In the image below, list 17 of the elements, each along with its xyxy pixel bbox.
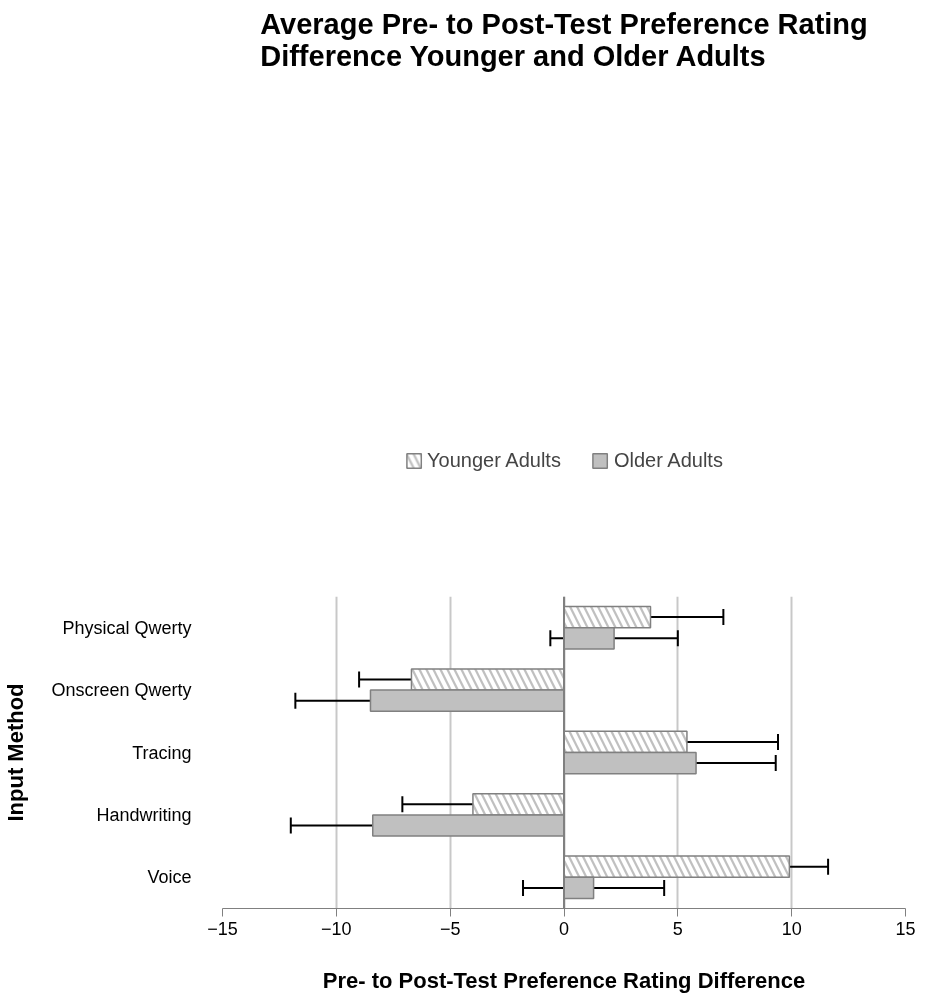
- y-tick-label: Voice: [147, 867, 192, 888]
- x-tick-label: −5: [439, 918, 461, 939]
- y-axis-title: Input Method: [3, 683, 29, 822]
- y-tick-label: Handwriting: [96, 804, 192, 825]
- x-tick-label: 5: [672, 918, 683, 939]
- x-tick-label: 10: [781, 918, 802, 939]
- legend-label: Younger Adults: [427, 448, 561, 472]
- y-tick-label: Onscreen Qwerty: [51, 680, 192, 701]
- legend-label: Older Adults: [613, 448, 723, 472]
- x-axis-title: Pre- to Post-Test Preference Rating Difference: [322, 967, 806, 993]
- x-tick-label: −10: [321, 918, 352, 939]
- y-tick-label: Physical Qwerty: [62, 617, 192, 638]
- x-tick-label: 15: [895, 918, 916, 939]
- x-tick-label: −15: [207, 918, 238, 939]
- y-tick-label: Tracing: [132, 742, 192, 763]
- x-tick-label: 0: [558, 918, 570, 939]
- chart-title: Average Pre- to Post-Test Preference Rating Difference Younger and Older Adults: [260, 7, 868, 72]
